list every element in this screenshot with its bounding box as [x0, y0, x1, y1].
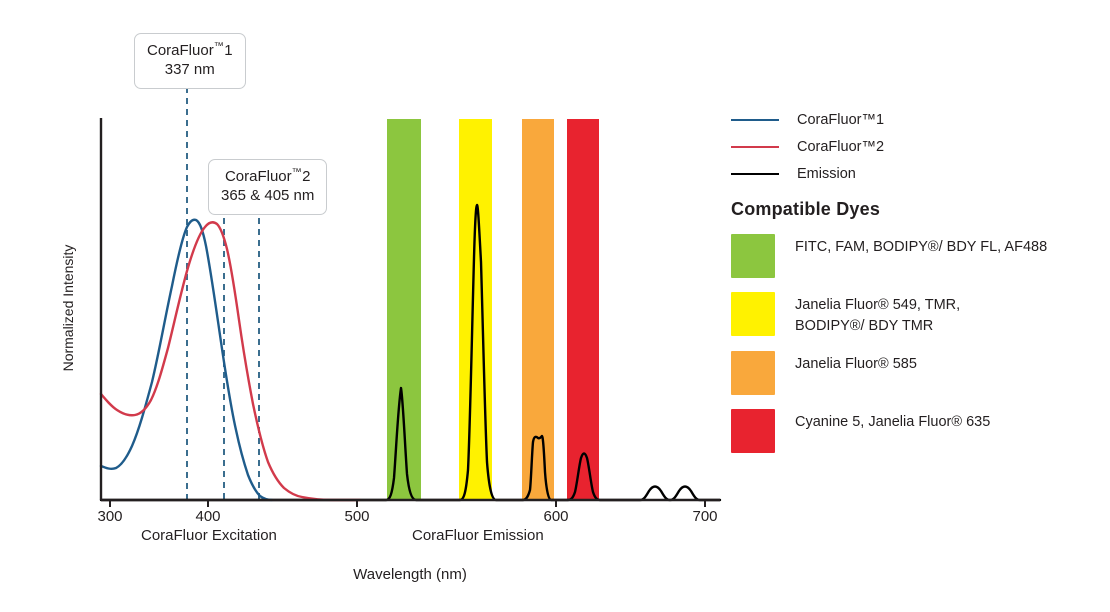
legend-line-corafluor2	[731, 145, 779, 148]
dye-swatch-yellow	[731, 292, 775, 336]
dye-label-red-line1: Cyanine 5, Janelia Fluor® 635	[795, 414, 991, 431]
corafluor1-excitation-curve	[99, 218, 274, 502]
callout-corafluor2-value: 365 & 405 nm	[221, 186, 315, 204]
dye-label-red: Cyanine 5, Janelia Fluor® 635	[795, 409, 990, 433]
callout-corafluor1-value: 337 nm	[164, 60, 215, 78]
dye-item-green: FITC, FAM, BODIPY®/ BDY FL, AF488	[731, 234, 1103, 278]
dye-label-yellow: Janelia Fluor® 549, TMR, BODIPY®/ BDY TM…	[795, 292, 960, 337]
dye-bands	[387, 119, 599, 500]
x-tick-700: 700	[692, 508, 718, 525]
y-axis-label: Normalized Intensity	[60, 244, 76, 372]
x-tick-300: 300	[97, 508, 123, 525]
trademark-icon: ™	[291, 167, 303, 178]
trademark-icon: ™	[213, 41, 225, 52]
compatible-dyes-title: Compatible Dyes	[731, 199, 881, 219]
callout-corafluor2-title: CoraFluor™2	[224, 167, 311, 185]
corafluor2-excitation-curve	[99, 221, 362, 502]
dye-label-yellow-line1: Janelia Fluor® 549, TMR,	[795, 297, 961, 313]
legend-line-emission	[731, 172, 779, 175]
legend-label-corafluor1: CoraFluor™1	[797, 111, 885, 128]
dye-band-red	[567, 119, 599, 500]
excitation-markers	[186, 76, 260, 500]
dye-label-green: FITC, FAM, BODIPY®/ BDY FL, AF488	[795, 234, 1047, 258]
x-tick-600: 600	[543, 508, 569, 525]
dye-label-green-line1: FITC, FAM, BODIPY®/ BDY FL, AF488	[795, 239, 1048, 255]
callout-corafluor1-title: CoraFluor™1	[147, 41, 233, 59]
emission-curve	[99, 203, 722, 502]
dye-swatch-green	[731, 234, 775, 278]
callout-corafluor1: CoraFluor™1 337 nm	[134, 33, 246, 89]
x-sublabel-excitation: CoraFluor Excitation	[141, 527, 277, 544]
dye-item-orange: Janelia Fluor® 585	[731, 351, 1103, 396]
dye-label-orange-line1: Janelia Fluor® 585	[795, 356, 917, 373]
dye-label-yellow-line2: BODIPY®/ BDY TMR	[795, 318, 934, 335]
series-legend: CoraFluor™1 CoraFluor™2 Emission	[731, 106, 1103, 187]
x-tick-400: 400	[195, 508, 221, 525]
dye-swatch-red	[731, 409, 775, 454]
dye-band-orange	[522, 119, 554, 500]
legend-line-corafluor1	[731, 118, 779, 121]
x-axis-label: Wavelength (nm)	[353, 566, 467, 583]
dye-label-orange: Janelia Fluor® 585	[795, 351, 917, 375]
dye-item-yellow: Janelia Fluor® 549, TMR, BODIPY®/ BDY TM…	[731, 292, 1103, 337]
compatible-dyes-list: FITC, FAM, BODIPY®/ BDY FL, AF488 Janeli…	[731, 234, 1103, 467]
legend-label-emission: Emission	[797, 165, 856, 182]
callout-corafluor2: CoraFluor™2 365 & 405 nm	[208, 159, 328, 215]
x-axis-ticks	[109, 500, 706, 507]
legend-label-corafluor2: CoraFluor™2	[797, 138, 885, 155]
dye-item-red: Cyanine 5, Janelia Fluor® 635	[731, 409, 1103, 454]
x-tick-500: 500	[344, 508, 370, 525]
legend-item-corafluor1: CoraFluor™1	[731, 106, 1103, 133]
x-sublabel-emission: CoraFluor Emission	[412, 527, 544, 544]
legend-item-emission: Emission	[731, 160, 1103, 187]
legend-item-corafluor2: CoraFluor™2	[731, 133, 1103, 160]
dye-swatch-orange	[731, 351, 775, 396]
